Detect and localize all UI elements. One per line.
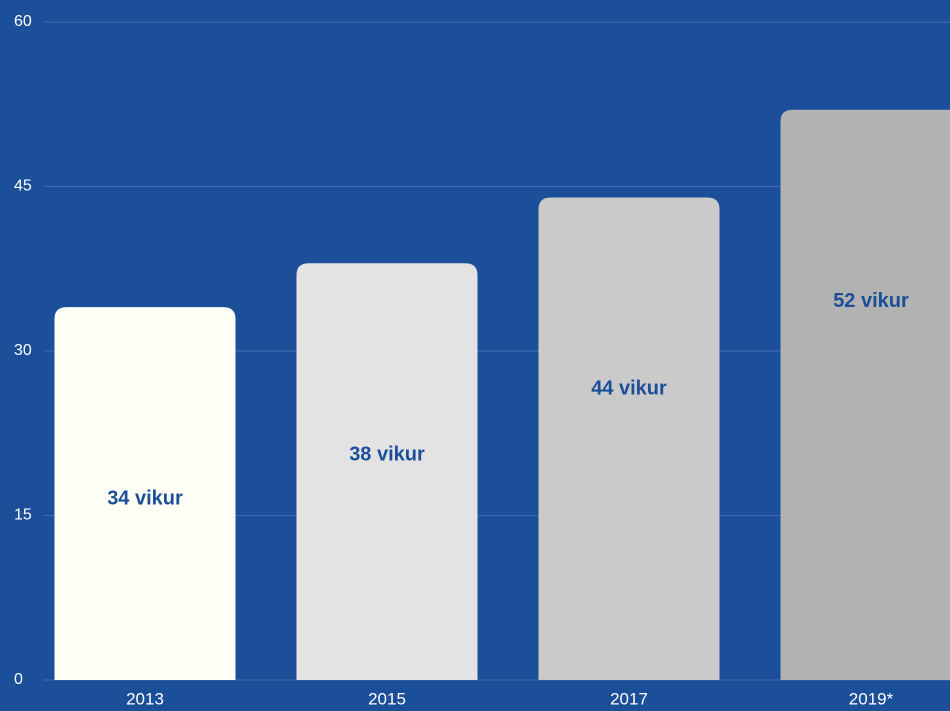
bar — [54, 307, 236, 680]
value-label: 34 vikur — [107, 487, 183, 509]
x-tick-label: 2019* — [849, 689, 894, 708]
y-tick-label: 30 — [14, 342, 32, 359]
x-tick-label: 2015 — [368, 689, 406, 708]
y-tick-label: 45 — [14, 178, 32, 195]
bar — [780, 109, 950, 680]
y-tick-label: 60 — [14, 13, 32, 30]
value-label: 38 vikur — [349, 444, 425, 466]
value-label: 52 vikur — [833, 290, 909, 312]
x-tick-label: 2017 — [610, 689, 648, 708]
y-tick-label: 0 — [14, 671, 23, 688]
bar — [538, 197, 720, 680]
bar — [296, 263, 478, 680]
value-label: 44 vikur — [591, 378, 667, 400]
y-tick-label: 15 — [14, 507, 32, 524]
x-tick-label: 2013 — [126, 689, 164, 708]
